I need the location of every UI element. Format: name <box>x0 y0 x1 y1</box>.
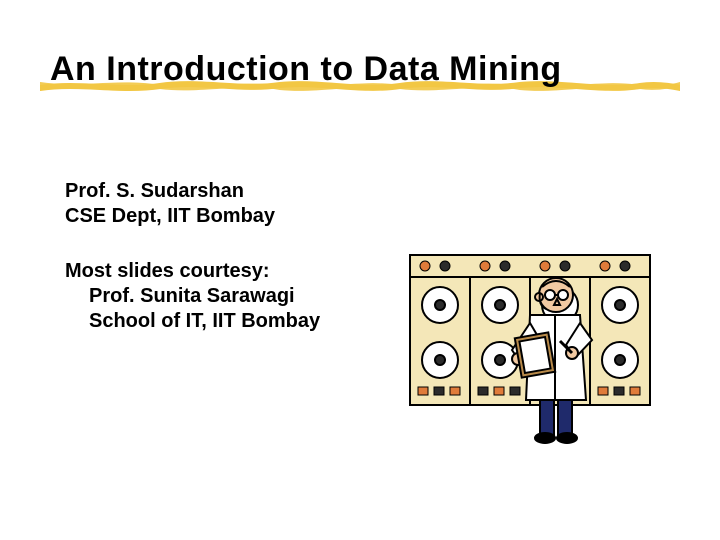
slide-container: An Introduction to Data Mining Prof. S. … <box>0 0 720 540</box>
author-affiliation: CSE Dept, IIT Bombay <box>65 204 670 229</box>
mainframe-operator-clipart-icon <box>400 235 660 445</box>
title-region: An Introduction to Data Mining <box>50 50 670 89</box>
author-name: Prof. S. Sudarshan <box>65 179 670 204</box>
slide-title: An Introduction to Data Mining <box>50 50 670 89</box>
